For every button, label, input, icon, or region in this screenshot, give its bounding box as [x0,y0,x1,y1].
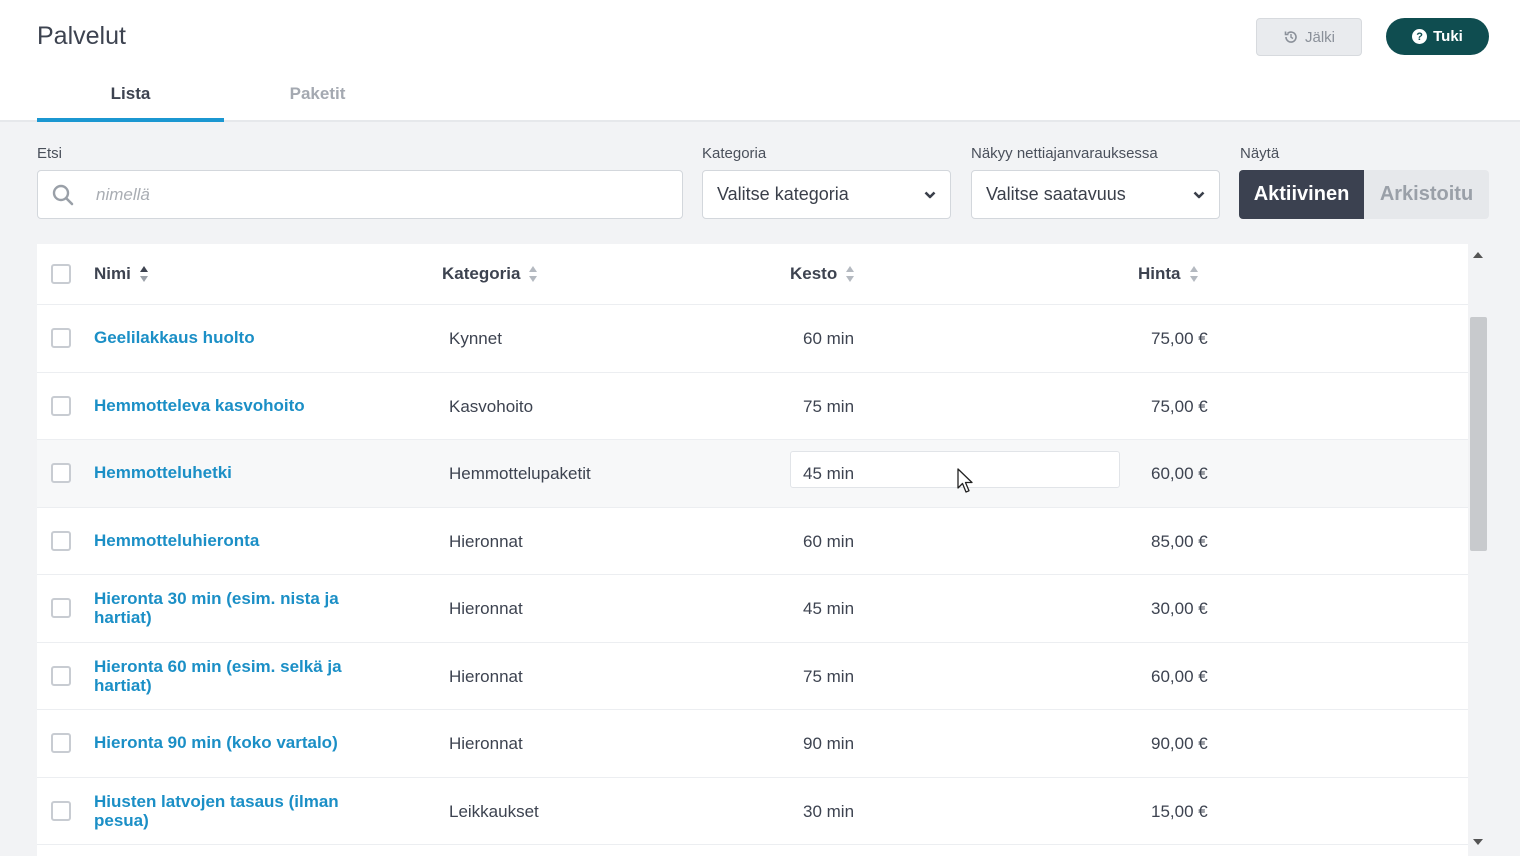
service-duration: 90 min [803,734,855,753]
show-filter-label: Näytä [1240,145,1280,162]
table-row[interactable]: Hemmotteluhieronta Hieronnat 60 min 85,0… [37,508,1468,575]
show-archived-toggle[interactable]: Arkistoitu [1364,170,1489,219]
help-icon: ? [1412,29,1428,44]
service-duration: 75 min [803,396,855,416]
search-label: Etsi [37,145,63,162]
page-header: Palvelut Jälki ? Tuki Lista Paketit [0,0,1520,122]
table-row[interactable]: Hieronta 30 min (esim. nista ja hartiat)… [37,575,1468,643]
service-price: 75,00 € [1151,396,1208,416]
search-input[interactable] [96,171,656,218]
service-category: Hieronnat [449,734,523,753]
service-duration: 60 min [803,531,855,551]
column-header-category[interactable]: Kategoria [442,264,538,284]
service-name-link[interactable]: Hieronta 90 min (koko vartalo) [94,733,338,752]
column-header-price[interactable]: Hinta [1138,264,1199,284]
sort-icon [529,266,538,282]
service-duration: 45 min [803,599,855,618]
scroll-down-icon[interactable] [1473,839,1483,845]
select-all-checkbox[interactable] [51,264,71,284]
history-button-label: Jälki [1304,28,1335,46]
service-category: Leikkaukset [449,801,539,821]
service-duration[interactable]: 45 min [803,464,855,483]
column-header-name[interactable]: Nimi [94,264,149,284]
table-row[interactable]: Hieronta 60 min (esim. selkä ja hartiat)… [37,643,1468,710]
duration-inline-edit[interactable] [790,451,1120,488]
service-name-link[interactable]: Hemmotteluhetki [94,463,232,482]
service-name-link[interactable]: Hieronta 30 min (esim. nista ja hartiat) [94,589,339,627]
category-filter-label: Kategoria [702,145,767,162]
search-box[interactable] [37,170,683,219]
tab-paketit[interactable]: Paketit [289,84,346,103]
category-select-value: Valitse kategoria [717,184,849,204]
service-price: 90,00 € [1151,734,1208,753]
service-name-link[interactable]: Hemmotteluhieronta [94,530,260,550]
column-header-category-label: Kategoria [442,264,521,283]
scrollbar-thumb[interactable] [1470,317,1487,551]
availability-select-value: Valitse saatavuus [986,184,1126,204]
row-checkbox[interactable] [51,733,71,753]
history-button[interactable]: Jälki [1256,18,1362,56]
service-category: Hieronnat [449,599,523,618]
availability-filter-label: Näkyy nettiajanvarauksessa [971,145,1158,162]
scroll-up-icon[interactable] [1473,252,1483,258]
service-name-link[interactable]: Geelilakkaus huolto [94,328,255,347]
service-name-link[interactable]: Hieronta 60 min (esim. selkä ja hartiat) [94,656,342,695]
table-row[interactable]: Hiusten latvojen tasaus (ilman pesua) Le… [37,778,1468,845]
column-header-price-label: Hinta [1138,264,1181,283]
history-icon [1284,31,1297,43]
column-header-duration[interactable]: Kesto [790,264,855,284]
row-checkbox[interactable] [51,530,71,551]
search-icon [52,184,74,206]
service-category: Kasvohoito [449,396,534,416]
service-price: 15,00 € [1151,801,1208,821]
sort-icon [1189,266,1198,282]
chevron-down-icon [924,191,936,199]
table-row[interactable]: Hieronta 90 min (koko vartalo) Hieronnat… [37,710,1468,778]
service-price: 85,00 € [1151,531,1208,551]
sort-icon [139,266,148,282]
service-price: 75,00 € [1151,329,1208,348]
sort-icon [846,266,855,282]
table-row[interactable]: Hemmotteluhetki Hemmottelupaketit 45 min… [37,440,1468,508]
table-row[interactable]: Geelilakkaus huolto Kynnet 60 min 75,00 … [37,305,1468,373]
support-button-label: Tuki [1433,28,1463,45]
service-name-link[interactable]: Hemmotteleva kasvohoito [94,395,305,415]
support-button[interactable]: ? Tuki [1386,18,1489,55]
service-name-link[interactable]: Hiusten latvojen tasaus (ilman pesua) [94,791,339,830]
row-checkbox[interactable] [51,328,71,348]
row-checkbox[interactable] [51,800,71,821]
service-category: Hemmottelupaketit [449,464,591,483]
row-checkbox[interactable] [51,463,71,483]
service-price: 30,00 € [1151,599,1208,618]
mouse-cursor-icon [957,468,973,493]
service-category: Hieronnat [449,666,523,686]
chevron-down-icon [1193,191,1205,199]
column-header-duration-label: Kesto [790,264,838,283]
column-header-name-label: Nimi [94,264,131,283]
service-price: 60,00 € [1151,464,1208,483]
tab-lista[interactable]: Lista [37,84,224,122]
table-row[interactable]: Hemmotteleva kasvohoito Kasvohoito 75 mi… [37,373,1468,440]
row-checkbox[interactable] [51,598,71,618]
row-checkbox[interactable] [51,395,71,416]
service-price: 60,00 € [1151,666,1208,686]
service-category: Hieronnat [449,531,523,551]
service-category: Kynnet [449,329,502,348]
page-title: Palvelut [37,22,126,50]
service-duration: 75 min [803,666,855,686]
category-select[interactable]: Valitse kategoria [702,170,951,219]
service-duration: 60 min [803,329,855,348]
row-checkbox[interactable] [51,665,71,686]
show-active-toggle[interactable]: Aktiivinen [1239,170,1364,219]
services-table: Nimi Kategoria Kesto Hinta Geelilakkaus … [37,244,1468,856]
availability-select[interactable]: Valitse saatavuus [971,170,1220,219]
service-duration: 30 min [803,801,855,821]
table-header: Nimi Kategoria Kesto Hinta [37,244,1468,305]
